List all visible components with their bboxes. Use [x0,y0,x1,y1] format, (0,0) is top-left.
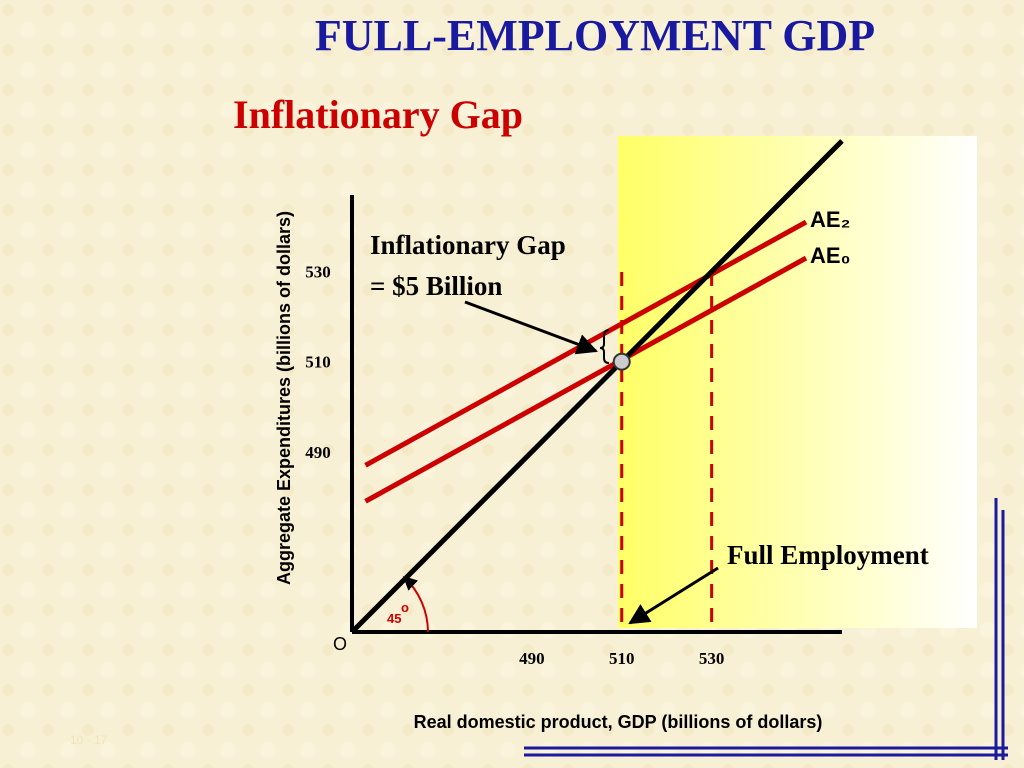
series-label: AE₂ [810,207,850,232]
subtitle: Inflationary Gap [233,92,523,137]
y-tick-label: 510 [305,353,331,372]
full-employment-arrow [628,566,719,625]
equilibrium-point [612,352,631,371]
angle-label: 45 [387,611,401,626]
origin-label: O [333,634,347,654]
angle-arc [402,576,429,633]
x-axis-label: Real domestic product, GDP (billions of … [414,712,823,732]
series-label: AE₀ [810,243,850,268]
y-tick-label: 490 [305,443,331,462]
x-tick-label: 490 [519,649,545,668]
gap-arrow [464,300,598,355]
y-axis-label: Aggregate Expenditures (billions of doll… [274,211,294,585]
ae-line [364,255,808,504]
title: FULL-EMPLOYMENT GDP [315,11,875,60]
reference-line [350,139,844,634]
full-employment-label: Full Employment [727,540,929,570]
gap-annotation: Inflationary Gap [370,230,566,260]
decoration [524,498,1008,760]
gap-brace [599,329,610,364]
highlight-region [618,136,977,628]
x-tick-label: 530 [699,649,725,668]
slide-number: 10 - 17 [70,733,108,747]
gap-annotation: = $5 Billion [370,271,502,301]
y-tick-label: 530 [305,263,331,282]
degree-mark: o [401,600,409,615]
x-tick-label: 510 [609,649,635,668]
